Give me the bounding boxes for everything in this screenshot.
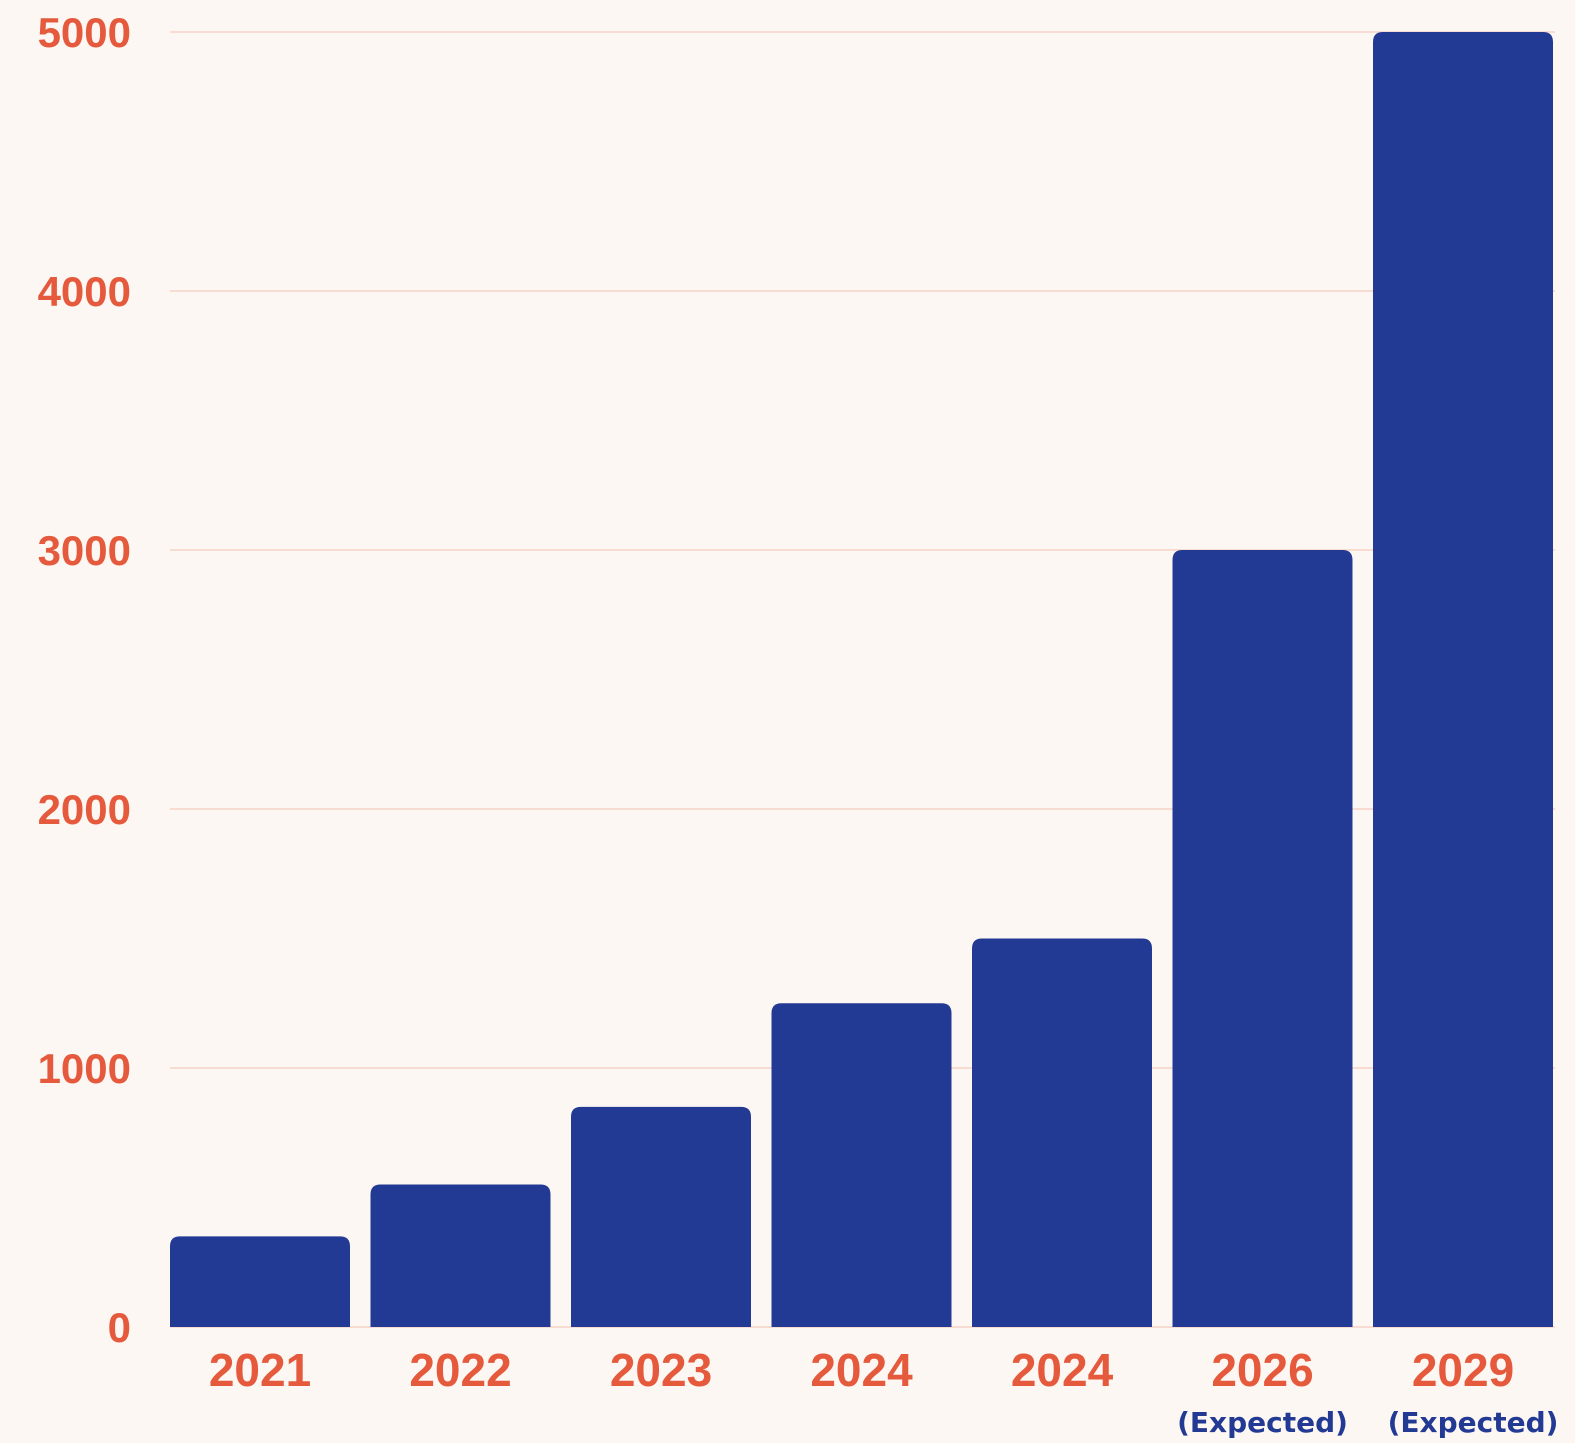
x-tick-note-expected: (Expected) bbox=[1388, 1406, 1559, 1439]
bars bbox=[170, 32, 1553, 1327]
x-tick-label: 2029 bbox=[1412, 1344, 1514, 1396]
y-tick-label: 3000 bbox=[38, 527, 131, 574]
x-tick-label: 2022 bbox=[409, 1344, 511, 1396]
x-tick-note-expected: (Expected) bbox=[1177, 1406, 1348, 1439]
bar bbox=[771, 1003, 952, 1327]
y-tick-label: 0 bbox=[108, 1304, 131, 1351]
bar bbox=[1172, 550, 1353, 1327]
y-tick-label: 5000 bbox=[38, 9, 131, 56]
bar bbox=[170, 1236, 350, 1327]
x-tick-label: 2024 bbox=[810, 1344, 913, 1396]
x-axis-tick-labels: 2021 2022 2023 2024 2024 2026 (Expected) 2029 (E… bbox=[209, 1344, 1559, 1439]
bar bbox=[370, 1184, 551, 1327]
x-tick-label: 2023 bbox=[610, 1344, 712, 1396]
y-tick-label: 2000 bbox=[38, 786, 131, 833]
x-tick-label: 2024 bbox=[1011, 1344, 1114, 1396]
y-tick-label: 4000 bbox=[38, 268, 131, 315]
bar bbox=[1373, 32, 1553, 1327]
y-axis-tick-labels: 0 1000 2000 3000 4000 5000 bbox=[38, 9, 131, 1351]
bar bbox=[972, 938, 1152, 1327]
x-tick-label: 2021 bbox=[209, 1344, 311, 1396]
x-tick-label: 2026 bbox=[1211, 1344, 1313, 1396]
y-tick-label: 1000 bbox=[38, 1045, 131, 1092]
bar bbox=[571, 1106, 751, 1327]
